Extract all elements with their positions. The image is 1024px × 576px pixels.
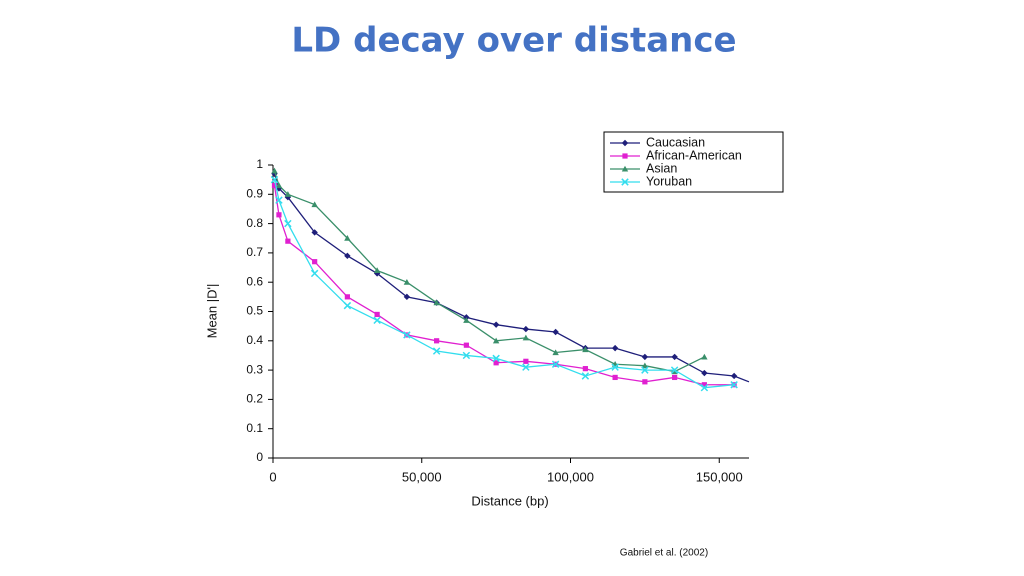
y-tick-label: 0.9 [246, 186, 263, 200]
data-point [403, 279, 411, 285]
series-line [273, 170, 705, 373]
data-point [641, 366, 649, 374]
data-point [582, 366, 588, 372]
data-point [611, 344, 619, 352]
legend-label: Caucasian [646, 135, 705, 149]
data-point [493, 360, 499, 366]
data-point [271, 182, 278, 189]
data-point [522, 334, 530, 341]
slide-title: LD decay over distance [291, 21, 736, 61]
data-point [463, 317, 470, 323]
data-point [373, 267, 381, 274]
data-point [642, 379, 648, 385]
y-tick-label: 0.6 [246, 274, 263, 288]
y-tick-label: 0.7 [246, 245, 263, 259]
legend-marker [621, 178, 629, 186]
data-point [311, 229, 318, 236]
series-line [273, 179, 735, 389]
data-point [641, 362, 649, 369]
y-tick-label: 0 [256, 450, 263, 464]
legend-label: African-American [646, 148, 742, 162]
data-point [730, 381, 738, 389]
data-point [582, 346, 589, 353]
y-tick-label: 0.3 [246, 362, 263, 376]
data-point [344, 294, 350, 300]
data-point [701, 382, 707, 388]
data-point [432, 347, 441, 355]
y-axis-title: Mean |D'| [204, 284, 219, 339]
data-point [463, 342, 469, 348]
data-point [270, 175, 279, 184]
data-point [492, 337, 500, 344]
data-point [373, 316, 381, 325]
data-point [523, 358, 529, 364]
data-point [276, 212, 282, 218]
data-point [275, 196, 283, 204]
y-tick-label: 0.2 [246, 392, 263, 406]
data-point [434, 338, 440, 344]
data-point [672, 374, 678, 381]
data-point [671, 353, 678, 361]
data-point [670, 366, 679, 374]
data-point [311, 201, 318, 208]
x-tick-label: 100,000 [547, 469, 594, 484]
data-point [462, 351, 471, 360]
data-point [612, 374, 618, 381]
series-line [273, 185, 735, 386]
data-point [701, 369, 708, 377]
x-tick-label: 0 [269, 469, 276, 484]
data-point [275, 182, 283, 189]
data-point [551, 360, 560, 368]
data-point [271, 167, 278, 174]
legend-label: Asian [646, 161, 677, 175]
series-line [273, 173, 750, 383]
legend-marker [622, 153, 628, 159]
data-point [552, 328, 559, 336]
data-point [492, 321, 500, 328]
x-tick-label: 50,000 [402, 469, 442, 484]
y-tick-label: 0.4 [246, 333, 263, 347]
data-point [701, 353, 708, 360]
data-point [492, 354, 500, 363]
data-point [312, 259, 318, 265]
legend-marker [621, 139, 629, 147]
data-point [700, 383, 709, 392]
data-point [344, 252, 351, 260]
y-tick-label: 1 [256, 157, 263, 171]
y-tick-label: 0.1 [246, 421, 263, 435]
data-point [522, 363, 530, 371]
data-point [310, 269, 319, 278]
data-point [403, 293, 411, 301]
data-point [284, 191, 292, 197]
y-tick-label: 0.5 [246, 304, 263, 318]
data-point [641, 353, 649, 361]
data-point [552, 349, 559, 356]
data-point [522, 325, 530, 333]
data-point [284, 219, 292, 228]
x-tick-label: 150,000 [696, 469, 743, 484]
data-point [343, 301, 352, 310]
data-point [403, 331, 411, 339]
source: Gabriel et al. (2002) [620, 548, 708, 559]
y-tick-label: 0.8 [246, 216, 263, 230]
data-point [344, 235, 351, 241]
legend-marker [621, 165, 629, 172]
data-point [433, 299, 440, 306]
x-axis-title: Distance (bp) [471, 493, 548, 508]
data-point [285, 238, 291, 244]
legend-box [603, 131, 784, 193]
data-point [581, 372, 590, 380]
data-point [374, 311, 380, 318]
data-point [611, 363, 619, 371]
data-point [730, 372, 738, 380]
legend-label: Yoruban [646, 174, 692, 188]
